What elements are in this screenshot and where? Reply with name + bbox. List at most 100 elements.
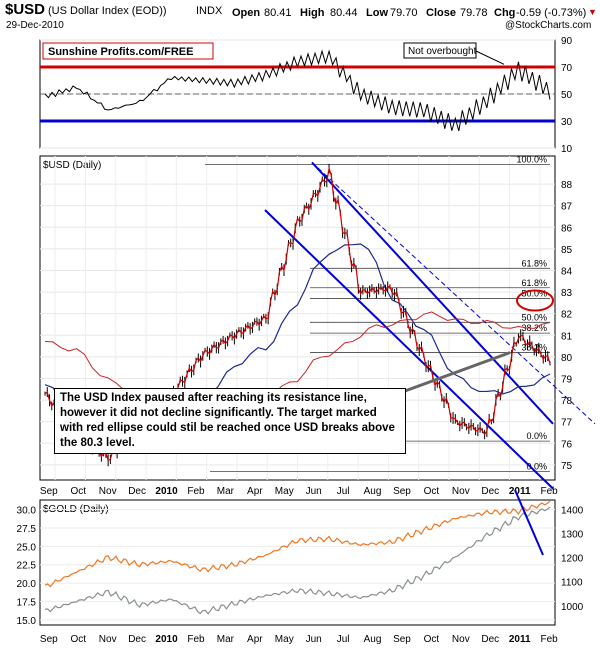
usd-y-tick: 77	[561, 418, 573, 429]
low-value: 79.70	[390, 7, 418, 19]
not-overbought-label: Not overbought	[408, 46, 477, 57]
gold-y-right-tick: 1200	[561, 554, 584, 565]
close-value: 79.78	[460, 7, 488, 19]
rsi-series	[44, 49, 551, 132]
gold-x-tick: Aug	[364, 634, 382, 645]
fib-label: 61.8%	[521, 258, 547, 268]
usd-y-tick: 84	[561, 266, 573, 277]
gold-x-tick: Apr	[247, 634, 263, 645]
gold-x-tick: Mar	[217, 634, 235, 645]
close-label: Close	[426, 7, 456, 19]
gold-x-tick: Sep	[40, 634, 58, 645]
usd-y-tick: 81	[561, 331, 573, 342]
usd-y-tick: 83	[561, 288, 573, 299]
usd-annotation: The USD Index paused after reaching its …	[54, 388, 406, 454]
gold-x-tick: Dec	[481, 634, 499, 645]
gold-x-tick: Nov	[99, 634, 117, 645]
rsi-y-tick: 30	[561, 117, 573, 128]
usd-x-tick: Dec	[128, 486, 146, 497]
rsi-y-tick: 90	[561, 36, 573, 47]
gold-y-left-tick: 15.0	[17, 616, 37, 627]
gold-series-silver	[44, 506, 551, 615]
usd-y-tick: 85	[561, 245, 573, 256]
gold-y-right-tick: 1300	[561, 530, 584, 541]
gold-series-gold	[44, 500, 551, 588]
usd-x-tick: May	[275, 486, 294, 497]
usd-y-tick: 80	[561, 353, 573, 364]
chg-down-icon: ▼	[588, 7, 597, 17]
gold-x-tick: Oct	[424, 634, 440, 645]
gold-y-right-tick: 1400	[561, 506, 584, 517]
low-label: Low	[366, 7, 388, 19]
usd-y-tick: 87	[561, 202, 573, 213]
usd-x-tick: Oct	[70, 486, 86, 497]
gold-x-tick: Feb	[187, 634, 205, 645]
gold-x-tick: 2010	[155, 634, 178, 645]
rsi-y-tick: 50	[561, 90, 573, 101]
header-symbol: $USD	[5, 1, 46, 18]
usd-x-tick: Dec	[481, 486, 499, 497]
usd-y-tick: 75	[561, 461, 573, 472]
usd-y-tick: 78	[561, 396, 573, 407]
chg-label: Chg	[494, 7, 516, 19]
logo-box	[42, 42, 214, 60]
fib-label: 38.2%	[521, 343, 547, 353]
logo-text: Sunshine Profits.com/FREE	[48, 46, 193, 58]
header-date: 29-Dec-2010	[6, 20, 64, 31]
usd-y-tick: 76	[561, 439, 573, 450]
usd-x-tick: Oct	[424, 486, 440, 497]
target-ellipse	[516, 289, 554, 312]
open-label: Open	[232, 7, 261, 19]
gold-x-tick: Jul	[337, 634, 350, 645]
gold-x-tick: Dec	[128, 634, 146, 645]
gold-x-tick: Oct	[70, 634, 86, 645]
usd-x-tick: Nov	[99, 486, 117, 497]
usd-x-tick: Sep	[393, 486, 411, 497]
usd-panel-title: $USD (Daily)	[43, 160, 101, 171]
usd-y-tick: 82	[561, 310, 573, 321]
fib-label: 61.8%	[521, 278, 547, 288]
gold-y-right-tick: 1100	[561, 578, 583, 589]
usd-x-tick: Nov	[452, 486, 470, 497]
gold-y-right-tick: 1000	[561, 602, 584, 613]
rsi-y-tick: 10	[561, 144, 573, 155]
gold-y-left-tick: 20.0	[17, 579, 37, 590]
gold-y-left-tick: 25.0	[17, 542, 37, 553]
fib-label: 0.0%	[526, 431, 547, 441]
annotation-pointer	[393, 351, 511, 397]
usd-x-tick: 2010	[155, 486, 178, 497]
header-credit: @StockCharts.com	[505, 20, 592, 31]
channel-line-extended	[514, 489, 544, 556]
gold-y-left-tick: 30.0	[17, 506, 37, 517]
usd-x-tick: Aug	[364, 486, 382, 497]
gold-panel	[39, 499, 556, 626]
usd-x-tick: Sep	[40, 486, 58, 497]
resistance-dashed	[311, 162, 596, 425]
gold-x-tick: May	[275, 634, 294, 645]
header-exchange: INDX	[196, 5, 223, 17]
gold-y-left-tick: 17.5	[17, 597, 37, 608]
fib-label: 100.0%	[516, 155, 547, 165]
gold-x-tick: Sep	[393, 634, 411, 645]
high-value: 80.44	[330, 7, 358, 19]
gold-x-tick: Nov	[452, 634, 470, 645]
gold-x-tick: Jun	[306, 634, 322, 645]
usd-x-tick: Apr	[247, 486, 263, 497]
rsi-y-tick: 70	[561, 63, 573, 74]
open-value: 80.41	[264, 7, 292, 19]
channel-line-lower	[264, 209, 554, 490]
not-overbought-pointer	[475, 50, 505, 65]
usd-y-tick: 79	[561, 374, 573, 385]
fib-label: 50.0%	[521, 312, 547, 322]
chg-value: -0.59 (-0.73%)	[516, 7, 587, 19]
channel-line-upper	[311, 161, 554, 425]
usd-x-tick: Feb	[187, 486, 205, 497]
high-label: High	[300, 7, 325, 19]
usd-y-tick: 88	[561, 180, 573, 191]
gold-y-left-tick: 27.5	[17, 524, 37, 535]
usd-x-tick: Mar	[217, 486, 235, 497]
gold-x-tick: Feb	[540, 634, 558, 645]
gold-y-left-tick: 22.5	[17, 561, 37, 572]
usd-y-tick: 86	[561, 223, 573, 234]
